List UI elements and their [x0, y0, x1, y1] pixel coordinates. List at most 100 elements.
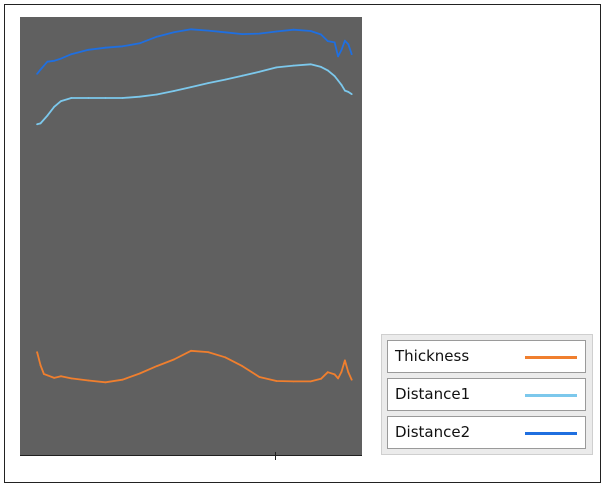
- data-point-thickness: [340, 370, 343, 373]
- data-point-thickness: [138, 372, 141, 375]
- data-point-distance2: [60, 57, 62, 60]
- data-point-distance2: [326, 40, 329, 42]
- data-point-distance1: [36, 123, 38, 126]
- data-point-distance1: [340, 84, 343, 86]
- series-line-thickness: [36, 349, 353, 384]
- data-point-distance1: [53, 105, 56, 108]
- data-point-distance1: [190, 86, 192, 88]
- data-point-distance1: [344, 89, 346, 92]
- data-point-thickness: [70, 377, 73, 380]
- data-point-distance2: [155, 35, 158, 38]
- data-point-thickness: [190, 349, 192, 352]
- legend-item-distance1: Distance1: [387, 378, 586, 411]
- data-point-thickness: [173, 358, 175, 361]
- series-line-distance2: [36, 28, 353, 75]
- data-point-thickness: [333, 373, 336, 376]
- data-point-distance2: [207, 29, 210, 32]
- data-point-distance2: [350, 53, 353, 56]
- data-point-distance1: [155, 93, 158, 96]
- data-point-distance2: [190, 28, 192, 31]
- x-axis-tick: [275, 452, 276, 460]
- data-point-distance1: [173, 90, 175, 92]
- legend: Thickness Distance1 Distance2: [381, 334, 593, 455]
- data-point-thickness: [292, 380, 295, 383]
- data-point-distance2: [121, 45, 124, 48]
- data-point-distance2: [333, 41, 336, 44]
- data-point-distance1: [138, 95, 141, 98]
- data-point-thickness: [39, 364, 42, 367]
- data-point-distance2: [258, 32, 261, 35]
- data-point-thickness: [258, 376, 261, 378]
- data-point-distance1: [275, 66, 278, 69]
- legend-label-distance1: Distance1: [395, 385, 471, 403]
- data-point-distance1: [326, 69, 329, 72]
- data-point-thickness: [320, 377, 322, 380]
- data-point-thickness: [60, 375, 62, 378]
- data-point-distance1: [333, 75, 336, 77]
- data-point-distance1: [39, 122, 42, 125]
- data-point-thickness: [46, 374, 49, 377]
- data-point-distance1: [104, 97, 107, 99]
- data-point-thickness: [224, 356, 227, 359]
- data-point-distance1: [337, 79, 339, 82]
- data-point-distance2: [138, 42, 141, 45]
- data-point-thickness: [121, 378, 124, 381]
- data-point-thickness: [36, 351, 38, 353]
- data-point-thickness: [155, 365, 158, 367]
- data-point-distance2: [344, 39, 346, 42]
- data-point-distance1: [258, 70, 261, 73]
- data-point-thickness: [326, 371, 329, 374]
- data-point-distance2: [320, 33, 322, 36]
- data-point-distance1: [207, 82, 210, 84]
- data-point-thickness: [350, 378, 353, 381]
- data-point-distance1: [46, 114, 49, 117]
- data-point-thickness: [337, 377, 339, 380]
- data-point-distance1: [121, 97, 124, 99]
- data-point-distance2: [70, 53, 73, 56]
- data-point-thickness: [207, 351, 210, 353]
- data-point-distance1: [60, 100, 62, 102]
- legend-item-distance2: Distance2: [387, 416, 586, 449]
- data-point-distance2: [292, 28, 295, 31]
- data-point-distance2: [337, 55, 339, 58]
- data-point-distance1: [347, 91, 350, 93]
- data-point-distance1: [292, 64, 295, 67]
- data-point-distance2: [46, 60, 49, 63]
- data-point-distance2: [87, 48, 90, 51]
- data-point-thickness: [309, 380, 312, 383]
- data-point-thickness: [241, 365, 244, 367]
- line-chart: [36, 28, 353, 384]
- legend-swatch-distance1: [525, 394, 577, 397]
- legend-item-thickness: Thickness: [387, 340, 586, 373]
- plot-area: [20, 17, 362, 455]
- data-point-thickness: [347, 371, 350, 374]
- data-point-distance1: [350, 93, 353, 95]
- data-point-distance1: [320, 66, 322, 68]
- data-point-distance2: [53, 59, 56, 62]
- data-point-thickness: [275, 380, 278, 382]
- data-point-distance2: [39, 68, 42, 71]
- data-point-distance1: [309, 63, 312, 66]
- legend-label-distance2: Distance2: [395, 423, 471, 441]
- data-point-distance2: [275, 30, 278, 33]
- x-axis: [20, 452, 362, 462]
- series-line-distance1: [36, 63, 353, 126]
- data-point-distance2: [224, 31, 227, 34]
- legend-swatch-thickness: [525, 356, 577, 359]
- data-point-thickness: [53, 377, 56, 379]
- data-point-distance2: [173, 31, 175, 34]
- data-point-distance2: [340, 48, 343, 51]
- data-point-thickness: [344, 359, 346, 362]
- data-point-distance2: [309, 30, 312, 32]
- data-point-distance1: [70, 97, 73, 99]
- data-point-distance1: [224, 78, 227, 81]
- data-point-thickness: [104, 381, 107, 384]
- legend-label-thickness: Thickness: [395, 347, 470, 365]
- data-point-distance1: [87, 97, 90, 99]
- data-point-distance1: [241, 74, 244, 77]
- legend-swatch-distance2: [525, 432, 577, 435]
- data-point-distance2: [36, 73, 38, 75]
- data-point-distance2: [241, 33, 244, 35]
- data-point-thickness: [43, 373, 45, 375]
- data-point-distance2: [347, 43, 350, 46]
